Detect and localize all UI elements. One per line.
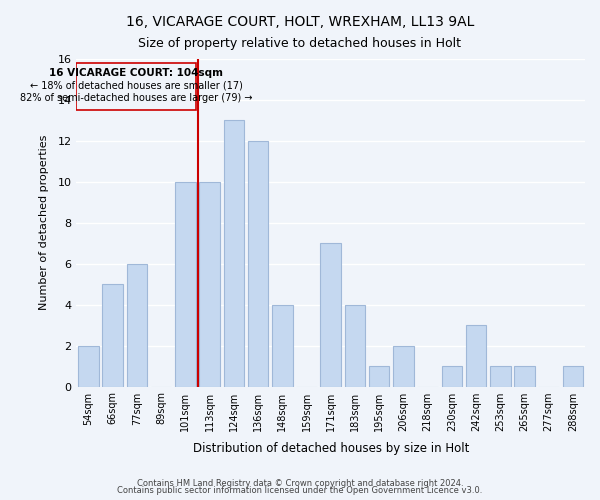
Y-axis label: Number of detached properties: Number of detached properties xyxy=(39,135,49,310)
Text: Contains HM Land Registry data © Crown copyright and database right 2024.: Contains HM Land Registry data © Crown c… xyxy=(137,478,463,488)
Bar xyxy=(344,304,365,386)
Bar xyxy=(272,304,293,386)
Text: Size of property relative to detached houses in Holt: Size of property relative to detached ho… xyxy=(139,38,461,51)
Bar xyxy=(103,284,123,386)
Bar xyxy=(78,346,99,387)
Text: 16 VICARAGE COURT: 104sqm: 16 VICARAGE COURT: 104sqm xyxy=(49,68,223,78)
Text: 16, VICARAGE COURT, HOLT, WREXHAM, LL13 9AL: 16, VICARAGE COURT, HOLT, WREXHAM, LL13 … xyxy=(126,15,474,29)
Text: Contains public sector information licensed under the Open Government Licence v3: Contains public sector information licen… xyxy=(118,486,482,495)
Bar xyxy=(514,366,535,386)
Bar xyxy=(320,243,341,386)
Bar xyxy=(175,182,196,386)
Bar xyxy=(248,141,268,386)
Bar xyxy=(563,366,583,386)
Text: ← 18% of detached houses are smaller (17): ← 18% of detached houses are smaller (17… xyxy=(30,80,243,90)
X-axis label: Distribution of detached houses by size in Holt: Distribution of detached houses by size … xyxy=(193,442,469,455)
Bar xyxy=(369,366,389,386)
Bar xyxy=(466,325,487,386)
Bar xyxy=(224,120,244,386)
Bar xyxy=(127,264,147,386)
Bar xyxy=(442,366,462,386)
FancyBboxPatch shape xyxy=(76,63,196,110)
Bar xyxy=(393,346,413,387)
Text: 82% of semi-detached houses are larger (79) →: 82% of semi-detached houses are larger (… xyxy=(20,93,253,103)
Bar xyxy=(490,366,511,386)
Bar xyxy=(199,182,220,386)
